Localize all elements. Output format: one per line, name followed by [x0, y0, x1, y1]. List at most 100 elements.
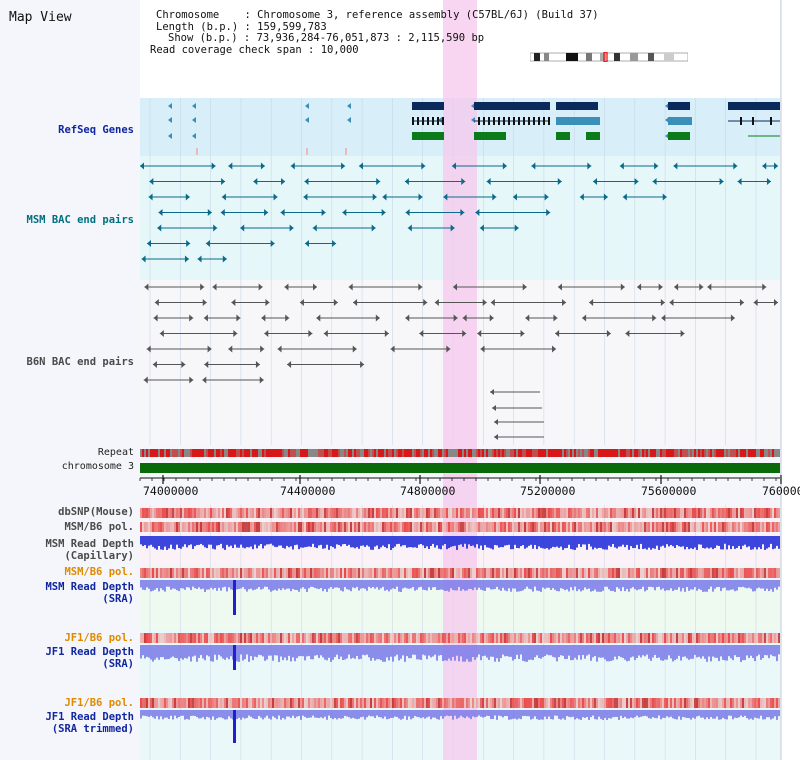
msm-depth-capillary [386, 536, 388, 549]
jf1-b6-pol-heat [504, 633, 506, 643]
jf1-b6-pol-trimmed-heat [690, 698, 692, 708]
jf1-depth-trimmed [484, 710, 486, 717]
gene-exon [528, 117, 530, 125]
jf1-b6-pol-heat [244, 633, 246, 643]
repeat-segment [506, 449, 508, 457]
msm-depth-sra [748, 580, 750, 588]
dbsnp-heat [624, 508, 626, 518]
jf1-depth-trimmed [542, 710, 544, 720]
jf1-depth-sra [214, 645, 216, 655]
jf1-depth-trimmed [244, 710, 246, 719]
msm-depth-sra [572, 580, 574, 591]
jf1-depth-sra [202, 645, 204, 659]
jf1-b6-pol-trimmed-heat [734, 698, 736, 708]
msm-b6-pol-heat [682, 522, 684, 532]
jf1-b6-pol-trimmed-heat [740, 698, 742, 708]
msm-depth-sra [624, 580, 626, 592]
dbsnp-heat [548, 508, 550, 518]
msm-depth-capillary [678, 536, 680, 547]
jf1-depth-sra [778, 645, 780, 655]
dbsnp-heat [480, 508, 482, 518]
msm-b6-pol-heat [770, 522, 772, 532]
msm-b6-pol-heat [774, 522, 776, 532]
jf1-depth-trimmed [766, 710, 768, 718]
jf1-depth-sra [280, 645, 282, 657]
jf1-b6-pol-heat [168, 633, 170, 643]
msm-b6-pol-heat [644, 522, 646, 532]
jf1-b6-pol-trimmed-heat [608, 698, 610, 708]
msm-b6-pol-sra-heat [634, 568, 636, 578]
msm-b6-pol-sra-heat [212, 568, 214, 578]
repeat-segment [202, 449, 204, 457]
msm-b6-pol-heat [254, 522, 256, 532]
msm-depth-capillary [408, 536, 410, 548]
jf1-b6-pol-heat [696, 633, 698, 643]
msm-b6-pol-heat [190, 522, 192, 532]
msm-b6-pol-heat [162, 522, 164, 532]
chromosome-ideogram[interactable] [530, 52, 688, 62]
dbsnp-heat [726, 508, 728, 518]
jf1-b6-pol-heat [236, 633, 238, 643]
jf1-depth-trimmed [634, 710, 636, 718]
dbsnp-heat [690, 508, 692, 518]
b6n-bac-end [333, 299, 338, 306]
dbsnp-heat [720, 508, 722, 518]
msm-b6-pol-sra-heat [180, 568, 182, 578]
gene-block-refseq [412, 102, 444, 110]
jf1-depth-trimmed [534, 710, 536, 717]
jf1-depth-trimmed [702, 710, 704, 718]
jf1-depth-trimmed [752, 710, 754, 720]
msm-depth-capillary [562, 536, 564, 550]
msm-b6-pol-sra-heat [684, 568, 686, 578]
msm-depth-capillary [646, 536, 648, 550]
b6n-bac-end [589, 299, 594, 306]
repeat-segment [286, 449, 288, 457]
jf1-depth-sra [222, 645, 224, 659]
jf1-b6-pol-trimmed-heat [724, 698, 726, 708]
jf1-b6-pol-trimmed-heat [730, 698, 732, 708]
msm-depth-sra [148, 580, 150, 589]
jf1-b6-pol-trimmed-heat [558, 698, 560, 708]
jf1-depth-trimmed [238, 710, 240, 718]
msm-b6-pol-sra-heat [512, 568, 514, 578]
dbsnp-heat [652, 508, 654, 518]
jf1-b6-pol-trimmed-heat [722, 698, 724, 708]
repeat-segment [618, 449, 620, 457]
msm-depth-capillary [438, 536, 440, 549]
msm-depth-sra [426, 580, 428, 591]
msm-b6-pol-sra-heat [650, 568, 652, 578]
jf1-depth-sra [544, 645, 546, 656]
jf1-b6-pol-trimmed-heat [278, 698, 280, 708]
dbsnp-heat [392, 508, 394, 518]
msm-b6-pol-heat [668, 522, 670, 532]
msm-b6-pol-sra-heat [536, 568, 538, 578]
jf1-b6-pol-trimmed-heat [258, 698, 260, 708]
jf1-depth-sra [674, 645, 676, 661]
msm-depth-capillary [404, 536, 406, 546]
dbsnp-heat [646, 508, 648, 518]
coverage-label: Read coverage check span [150, 43, 302, 56]
msm-depth-sra [340, 580, 342, 591]
jf1-depth-sra [518, 645, 520, 659]
repeat-segment [386, 449, 388, 457]
msm-depth-capillary [238, 536, 240, 548]
repeat-segment [518, 449, 520, 457]
jf1-depth-sra [376, 645, 378, 660]
dbsnp-heat [466, 508, 468, 518]
dbsnp-heat [566, 508, 568, 518]
msm-depth-sra [212, 580, 214, 590]
jf1-b6-pol-heat [740, 633, 742, 643]
dbsnp-heat [762, 508, 764, 518]
jf1-b6-pol-trimmed-heat [314, 698, 316, 708]
jf1-depth-trimmed [318, 710, 320, 719]
msm-b6-pol-heat [624, 522, 626, 532]
dbsnp-heat [692, 508, 694, 518]
repeat-segment [168, 449, 170, 457]
msm-b6-pol-sra-heat [160, 568, 162, 578]
msm-depth-sra [616, 580, 618, 588]
msm-depth-sra [476, 580, 478, 590]
msm-depth-capillary [578, 536, 580, 545]
jf1-b6-pol-heat [606, 633, 608, 643]
repeat-segment [600, 449, 602, 457]
